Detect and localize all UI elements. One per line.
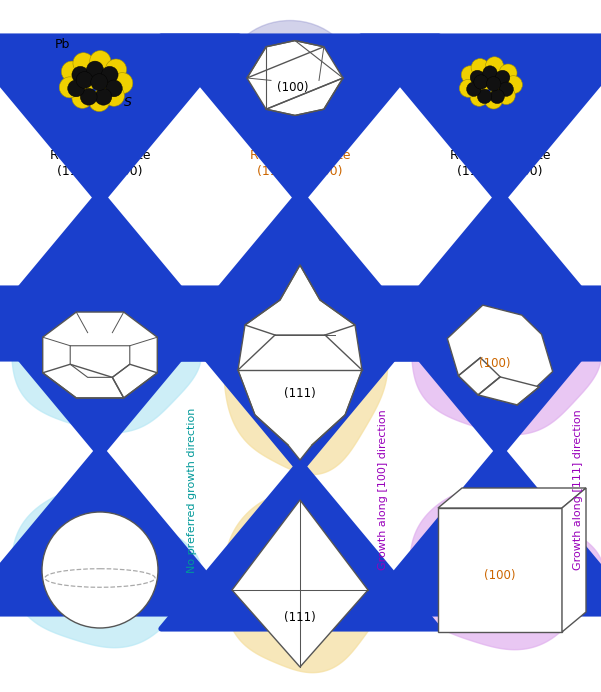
Text: Rel. growth rate: Rel. growth rate bbox=[450, 149, 551, 161]
Circle shape bbox=[61, 61, 82, 82]
Polygon shape bbox=[438, 508, 562, 632]
Text: (100): (100) bbox=[277, 82, 309, 95]
Polygon shape bbox=[438, 488, 586, 508]
Circle shape bbox=[497, 86, 515, 104]
Circle shape bbox=[93, 71, 114, 93]
Circle shape bbox=[95, 89, 112, 105]
Circle shape bbox=[59, 77, 81, 98]
Circle shape bbox=[102, 66, 118, 83]
Circle shape bbox=[85, 64, 106, 85]
Circle shape bbox=[477, 89, 492, 104]
Circle shape bbox=[103, 85, 124, 107]
Circle shape bbox=[91, 74, 108, 91]
Circle shape bbox=[499, 82, 513, 96]
Circle shape bbox=[73, 53, 94, 74]
Polygon shape bbox=[232, 500, 368, 667]
Circle shape bbox=[90, 51, 111, 71]
Circle shape bbox=[106, 59, 126, 80]
Text: (111): (111) bbox=[284, 387, 316, 399]
Circle shape bbox=[499, 64, 517, 82]
Circle shape bbox=[483, 66, 497, 80]
Circle shape bbox=[72, 66, 89, 83]
Text: (111): (111) bbox=[284, 610, 316, 623]
Text: S: S bbox=[124, 95, 132, 109]
Text: Pb: Pb bbox=[54, 39, 70, 51]
Circle shape bbox=[76, 71, 93, 89]
Circle shape bbox=[471, 59, 489, 77]
Text: (111) ≥ (100): (111) ≥ (100) bbox=[457, 165, 543, 179]
Circle shape bbox=[486, 77, 501, 91]
Circle shape bbox=[42, 512, 158, 628]
Polygon shape bbox=[412, 271, 601, 435]
Circle shape bbox=[459, 80, 477, 98]
Circle shape bbox=[474, 73, 492, 91]
Circle shape bbox=[484, 91, 502, 109]
Circle shape bbox=[470, 71, 484, 84]
Circle shape bbox=[504, 75, 522, 93]
Polygon shape bbox=[12, 489, 201, 648]
Circle shape bbox=[470, 89, 488, 107]
Text: (111): (111) bbox=[334, 35, 416, 51]
Text: Rel. growth rate: Rel. growth rate bbox=[50, 149, 150, 161]
Text: Growth along [111] direction: Growth along [111] direction bbox=[573, 410, 583, 570]
Circle shape bbox=[68, 80, 85, 97]
Polygon shape bbox=[410, 486, 601, 650]
Circle shape bbox=[89, 91, 110, 111]
Polygon shape bbox=[562, 488, 586, 632]
Polygon shape bbox=[459, 358, 500, 395]
Text: Growth along [100] direction: Growth along [100] direction bbox=[378, 410, 388, 570]
Text: (111) ≤ (100): (111) ≤ (100) bbox=[257, 165, 343, 179]
Ellipse shape bbox=[225, 21, 355, 136]
Polygon shape bbox=[43, 312, 157, 398]
Circle shape bbox=[81, 89, 97, 105]
Polygon shape bbox=[238, 265, 362, 460]
Circle shape bbox=[76, 69, 97, 91]
Circle shape bbox=[495, 71, 510, 84]
Circle shape bbox=[87, 61, 103, 78]
Circle shape bbox=[474, 75, 488, 89]
Polygon shape bbox=[478, 377, 539, 405]
Text: (111) ≅ (100): (111) ≅ (100) bbox=[57, 165, 143, 179]
Circle shape bbox=[466, 82, 481, 96]
Circle shape bbox=[490, 89, 504, 104]
Polygon shape bbox=[224, 250, 388, 475]
Text: Rel. growth rate: Rel. growth rate bbox=[250, 149, 350, 161]
Text: (100): (100) bbox=[479, 356, 511, 370]
Polygon shape bbox=[12, 273, 201, 432]
Ellipse shape bbox=[260, 42, 370, 142]
Circle shape bbox=[461, 66, 479, 84]
Circle shape bbox=[481, 69, 499, 86]
Polygon shape bbox=[224, 493, 388, 673]
Text: (100): (100) bbox=[484, 569, 516, 581]
Circle shape bbox=[488, 75, 506, 93]
Polygon shape bbox=[247, 41, 343, 116]
Text: No preferred growth direction: No preferred growth direction bbox=[187, 408, 197, 573]
Circle shape bbox=[106, 80, 122, 97]
Circle shape bbox=[112, 73, 133, 93]
Circle shape bbox=[72, 87, 93, 109]
Polygon shape bbox=[447, 305, 553, 405]
Circle shape bbox=[486, 57, 504, 75]
